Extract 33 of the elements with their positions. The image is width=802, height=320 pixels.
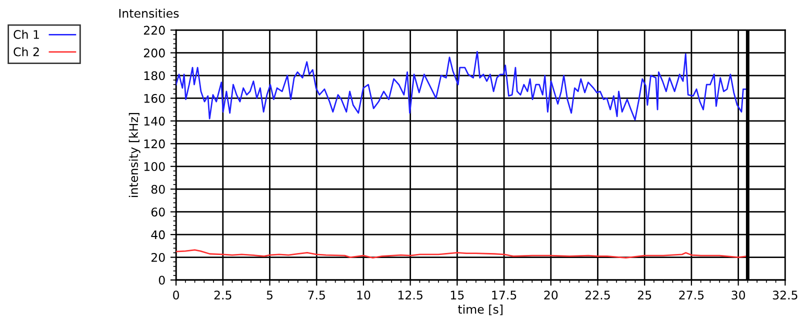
x-tick-label: 15 — [450, 290, 464, 300]
legend-label: Ch 2 — [14, 47, 39, 56]
x-tick-label: 22.5 — [585, 290, 610, 300]
chart-title: Intensities — [119, 8, 179, 18]
x-tick-label: 17.5 — [492, 290, 516, 300]
y-tick-label: 40 — [151, 230, 165, 240]
y-tick-label: 120 — [144, 139, 165, 148]
y-tick-label: 200 — [144, 48, 165, 58]
x-tick-label: 2.5 — [214, 290, 232, 300]
line-series — [176, 249, 748, 259]
y-tick-label: 140 — [144, 116, 165, 126]
x-tick-label: 12.5 — [398, 290, 422, 300]
y-tick-label: 160 — [144, 94, 165, 103]
y-axis-title: intensity [kHz] — [128, 113, 140, 197]
x-tick-label: 0 — [173, 290, 180, 300]
y-tick-label: 80 — [151, 184, 165, 194]
x-tick-label: 20 — [544, 290, 558, 300]
x-tick-label: 30 — [732, 290, 746, 300]
x-tick-label: 27.5 — [679, 290, 704, 300]
x-tick-label: 7.5 — [308, 290, 325, 300]
x-tick-label: 32.5 — [772, 290, 798, 300]
y-tick-label: 220 — [144, 26, 165, 35]
y-tick-label: 0 — [158, 276, 165, 285]
x-tick-label: 25 — [638, 290, 652, 300]
y-tick-label: 100 — [144, 162, 165, 172]
legend-label: Ch 1 — [14, 30, 39, 39]
line-series — [176, 50, 748, 121]
x-tick-label: 10 — [357, 290, 370, 300]
y-tick-label: 60 — [151, 208, 165, 216]
x-axis-title: time [s] — [458, 304, 502, 316]
y-tick-label: 180 — [144, 71, 165, 80]
x-tick-label: 5 — [266, 290, 272, 300]
y-tick-label: 20 — [151, 253, 165, 262]
